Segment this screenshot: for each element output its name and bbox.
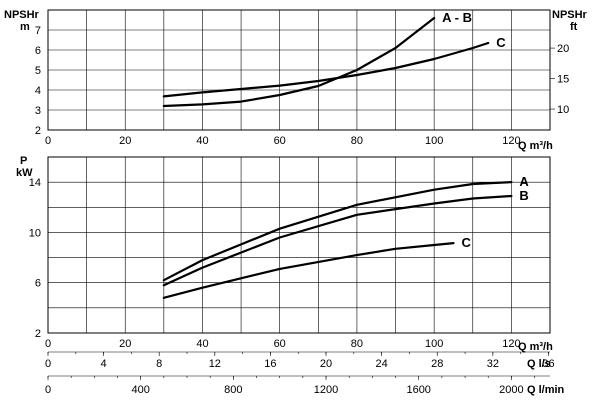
x-tick-label: 60 — [274, 338, 286, 350]
plot-frame — [47, 9, 551, 131]
ls-tick-label: 12 — [209, 358, 221, 370]
x-tick-label: 120 — [502, 135, 520, 147]
ls-axis-label: Q l/s — [527, 358, 551, 370]
y-tick-label: 7 — [35, 25, 41, 37]
x-tick-label: 120 — [502, 338, 520, 350]
lmin-tick-label: 0 — [45, 384, 51, 396]
x-tick-label: 0 — [45, 135, 51, 147]
ls-tick-label: 4 — [101, 358, 107, 370]
series-label: B — [519, 188, 528, 203]
x-tick-label: 80 — [351, 135, 363, 147]
x-tick-label: 40 — [196, 338, 208, 350]
x-axis-label: Q m³/h — [518, 341, 553, 353]
lmin-tick-label: 800 — [224, 384, 242, 396]
flow-scales: 0 4 8 12 16 20 24 28 32 36Q l/s 0 400 800 1200 1600 200… — [45, 351, 565, 396]
ls-tick-label: 36 — [542, 358, 554, 370]
y-tick-label: 3 — [35, 105, 41, 117]
x-axis-label: Q m³/h — [518, 140, 553, 152]
series-line — [162, 41, 490, 98]
x-tick-label: 100 — [425, 338, 443, 350]
y-tick-label: 6 — [35, 45, 41, 57]
x-tick-label: 100 — [425, 135, 443, 147]
y-axis-label-left-unit: kW — [16, 167, 33, 179]
lmin-tick-label: 400 — [131, 384, 149, 396]
series-line — [162, 16, 436, 108]
ls-tick-label: 8 — [156, 358, 162, 370]
lmin-tick-label: 2000 — [499, 384, 523, 396]
y-right-tick-label: 10 — [557, 104, 569, 116]
power-panel: 2 6 10 14 0 20 40 60 80 100 120 PkW Q m³/h AB C — [16, 155, 553, 353]
y-tick-label: 5 — [35, 65, 41, 77]
ls-tick-label: 0 — [45, 358, 51, 370]
y-right-tick-label: 15 — [557, 74, 569, 86]
series-line — [162, 181, 513, 282]
y-tick-label: 6 — [35, 278, 41, 290]
y-axis-label-right-unit: ft — [570, 21, 578, 33]
x-tick-label: 0 — [45, 338, 51, 350]
x-tick-label: 20 — [119, 338, 131, 350]
y-axis-label-left-unit: m — [20, 21, 30, 33]
lmin-tick-label: 1600 — [406, 384, 430, 396]
ls-tick-label: 24 — [376, 358, 388, 370]
lmin-tick-label: 1200 — [314, 384, 338, 396]
y-axis-label-left: P — [20, 155, 27, 167]
series-line — [162, 242, 455, 299]
y-tick-label: 10 — [29, 227, 41, 239]
y-axis-label-left: NPSHr — [4, 9, 40, 21]
y-tick-label: 2 — [35, 125, 41, 137]
series-label: A - B — [442, 10, 472, 25]
x-tick-label: 80 — [351, 338, 363, 350]
x-tick-label: 60 — [274, 135, 286, 147]
series-line — [162, 194, 513, 287]
ls-tick-label: 16 — [264, 358, 276, 370]
x-tick-label: 40 — [196, 135, 208, 147]
x-tick-label: 20 — [119, 135, 131, 147]
y-tick-label: 14 — [29, 177, 41, 189]
ls-tick-label: 28 — [431, 358, 443, 370]
y-right-tick-label: 20 — [557, 43, 569, 55]
series-label: C — [496, 35, 506, 50]
series-label: C — [461, 235, 471, 250]
y-axis-label-right: NPSHr — [552, 9, 588, 21]
y-tick-label: 4 — [35, 85, 41, 97]
lmin-axis-label: Q l/min — [527, 384, 565, 396]
ls-tick-label: 20 — [320, 358, 332, 370]
series-label: A — [519, 174, 529, 189]
ls-tick-label: 32 — [487, 358, 499, 370]
y-tick-label: 2 — [35, 328, 41, 340]
plot-frame — [47, 156, 551, 334]
